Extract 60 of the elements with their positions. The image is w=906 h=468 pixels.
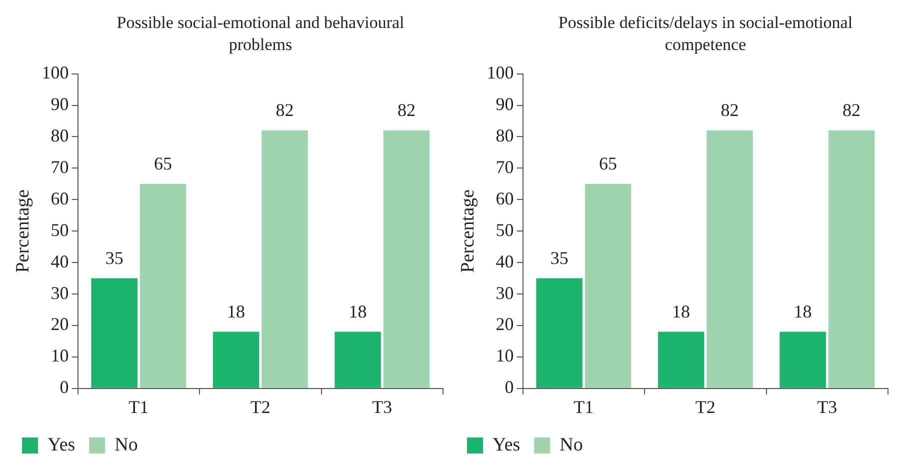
- y-tick-label: 60: [50, 188, 69, 208]
- y-tick-label: 30: [50, 282, 69, 303]
- data-label: 18: [672, 302, 690, 322]
- y-tick-label: 20: [50, 314, 69, 334]
- x-tick-label: T2: [695, 396, 716, 417]
- data-label: 82: [842, 100, 860, 120]
- y-axis-title: Percentage: [457, 189, 478, 273]
- data-label: 65: [154, 154, 172, 174]
- data-label: 82: [397, 100, 416, 120]
- bar: [212, 332, 260, 388]
- data-label: 82: [276, 100, 294, 120]
- y-axis-title: Percentage: [12, 189, 34, 273]
- bar: [828, 130, 875, 388]
- data-label: 18: [348, 302, 367, 322]
- chart-title: Possible social-emotional and behavioural problems: [116, 12, 406, 56]
- bar: [334, 332, 381, 388]
- y-tick-label: 70: [496, 156, 514, 177]
- x-tick-label: T3: [817, 396, 838, 417]
- bar: [91, 278, 138, 388]
- y-tick-label: 10: [496, 346, 514, 366]
- bar: [706, 130, 753, 388]
- y-tick-label: 80: [496, 125, 514, 146]
- x-tick-label: T1: [574, 396, 594, 417]
- chart-title: Possible deficits/delays in social-emotional competence: [557, 12, 854, 56]
- legend-label: Yes: [492, 434, 520, 456]
- y-tick-label: 70: [50, 156, 69, 177]
- data-label: 65: [599, 154, 618, 174]
- y-tick-label: 60: [496, 188, 514, 208]
- y-tick-label: 0: [60, 377, 69, 398]
- bar: [780, 332, 826, 388]
- data-label: 18: [227, 302, 246, 322]
- y-tick-label: 100: [486, 62, 514, 83]
- y-tick-label: 50: [50, 220, 69, 240]
- bar: [383, 130, 430, 388]
- y-tick-label: 80: [50, 125, 69, 146]
- y-tick-label: 100: [42, 62, 69, 83]
- bar: [584, 184, 632, 388]
- data-label: 35: [105, 248, 124, 268]
- legend-label: No: [560, 434, 583, 456]
- legend-label: No: [114, 434, 138, 456]
- y-tick-label: 90: [50, 94, 69, 114]
- bar: [536, 278, 582, 388]
- x-tick-label: T3: [372, 396, 392, 417]
- y-tick-label: 20: [496, 314, 514, 334]
- y-tick-label: 40: [496, 251, 514, 272]
- bar: [658, 332, 704, 388]
- y-tick-label: 90: [496, 94, 514, 114]
- y-tick-label: 50: [496, 220, 514, 240]
- data-label: 35: [550, 248, 568, 268]
- y-tick-label: 10: [50, 346, 69, 366]
- data-label: 82: [720, 100, 739, 120]
- x-tick-label: T2: [250, 396, 270, 417]
- x-tick-label: T1: [128, 396, 149, 417]
- bar: [140, 184, 186, 388]
- y-tick-label: 0: [504, 377, 514, 398]
- data-label: 18: [794, 302, 812, 322]
- y-tick-label: 40: [50, 251, 69, 272]
- bar: [262, 130, 308, 388]
- legend-label: Yes: [48, 434, 76, 456]
- y-tick-label: 30: [496, 282, 514, 303]
